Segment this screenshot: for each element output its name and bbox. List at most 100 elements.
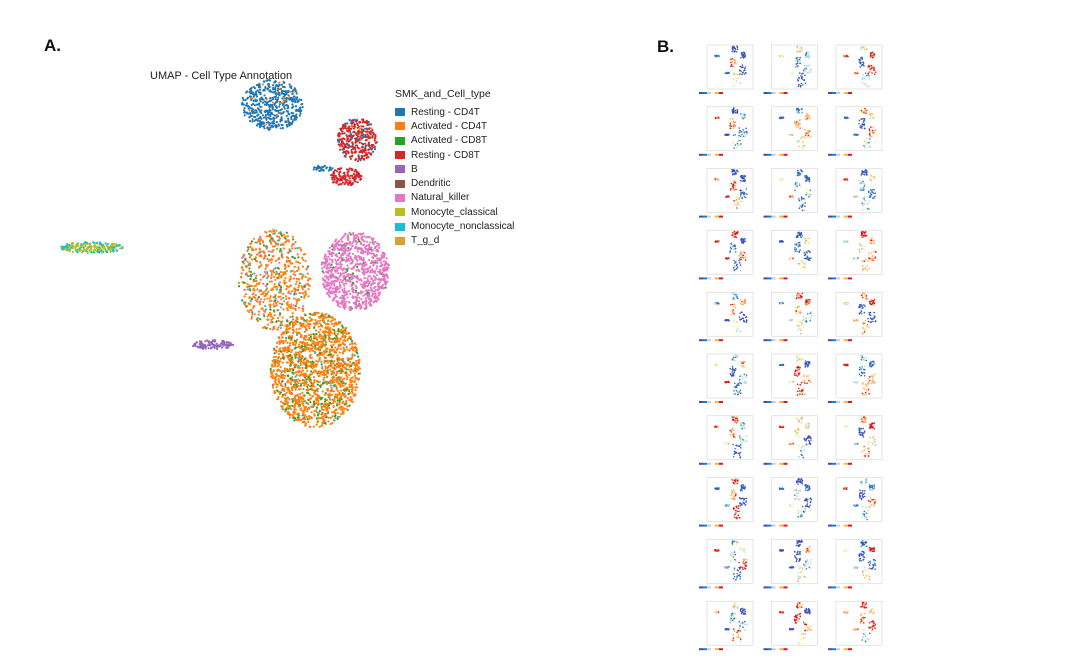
data-point [336, 411, 339, 415]
data-point [268, 99, 272, 102]
data-point [367, 284, 370, 287]
data-point [320, 314, 323, 317]
data-point [305, 267, 309, 270]
data-point [250, 315, 254, 318]
data-point [313, 403, 316, 406]
data-point [308, 373, 311, 376]
data-point [301, 409, 304, 412]
data-point [348, 306, 351, 309]
data-point [347, 389, 350, 392]
data-point [384, 281, 387, 284]
data-point [357, 155, 360, 158]
data-point [314, 166, 318, 169]
data-point [354, 366, 357, 370]
data-point [324, 344, 327, 347]
data-point [310, 363, 313, 366]
data-point [313, 351, 317, 355]
data-point [330, 370, 333, 373]
data-point [263, 103, 267, 106]
data-point [369, 271, 372, 274]
data-point [272, 91, 275, 94]
data-point [355, 291, 358, 294]
data-point [285, 391, 288, 394]
data-point [334, 339, 337, 342]
data-point [225, 341, 228, 344]
data-point [265, 116, 268, 120]
data-point [352, 361, 355, 364]
data-point [300, 295, 303, 299]
data-point [333, 169, 337, 172]
data-point [355, 139, 358, 142]
data-point [316, 347, 319, 350]
data-point [350, 183, 353, 186]
data-point [258, 84, 261, 87]
data-point [257, 103, 260, 106]
data-point [348, 145, 351, 148]
data-point [357, 139, 360, 142]
data-point [277, 349, 280, 353]
data-point [364, 142, 367, 145]
data-point [343, 233, 346, 236]
data-point [289, 377, 292, 380]
data-point [346, 181, 349, 185]
data-point [359, 283, 363, 286]
data-point [301, 102, 304, 106]
data-point [295, 92, 298, 95]
data-point [268, 111, 271, 114]
data-point [272, 119, 275, 123]
data-point [349, 135, 352, 138]
data-point [285, 256, 289, 259]
data-point [383, 267, 386, 271]
data-point [373, 246, 377, 249]
data-point [245, 285, 249, 289]
data-point [323, 359, 326, 362]
data-point [245, 112, 248, 115]
data-point [263, 80, 266, 83]
data-point [350, 124, 354, 127]
data-point [319, 351, 322, 354]
data-point [330, 282, 334, 285]
colorbar-segment [775, 92, 780, 94]
data-point [331, 178, 334, 181]
data-point [272, 240, 276, 243]
data-point [276, 328, 279, 331]
data-point [274, 259, 278, 262]
data-point [299, 393, 302, 396]
data-point [253, 304, 256, 307]
data-point [807, 72, 809, 75]
data-point [355, 287, 358, 290]
data-point [331, 243, 334, 246]
data-point [336, 285, 339, 288]
data-point [320, 168, 323, 171]
data-point [315, 341, 318, 344]
data-point [733, 66, 735, 68]
data-point [382, 287, 385, 290]
data-point [321, 371, 324, 374]
data-point [292, 411, 295, 414]
data-point [278, 105, 281, 108]
colorbar-segment [699, 92, 703, 94]
data-point [338, 252, 341, 255]
data-point [268, 123, 271, 127]
data-point [279, 270, 282, 274]
data-point [282, 103, 285, 106]
data-point [324, 275, 327, 278]
data-point [250, 98, 253, 102]
data-point [327, 353, 331, 357]
data-point [303, 357, 307, 361]
data-point [219, 344, 222, 348]
data-point [365, 138, 368, 141]
data-point [311, 342, 314, 345]
data-point [293, 363, 296, 367]
data-point [289, 90, 292, 94]
data-point [280, 112, 283, 115]
data-point [318, 409, 322, 413]
data-point [270, 280, 274, 283]
data-point [274, 363, 277, 366]
data-point [326, 359, 329, 362]
data-point [340, 176, 344, 179]
data-point [343, 334, 347, 338]
data-point [264, 292, 267, 295]
data-point [246, 260, 249, 263]
data-point [367, 151, 370, 154]
